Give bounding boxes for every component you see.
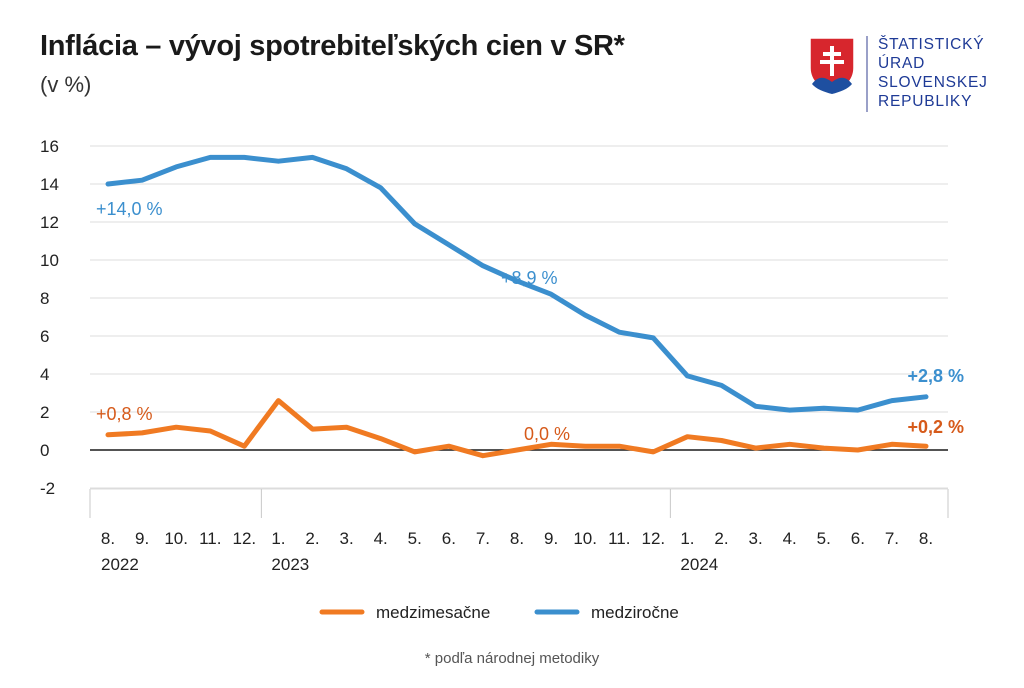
year-label: 2024	[680, 555, 718, 574]
logo-line-4: REPUBLIKY	[878, 93, 973, 110]
data-label: +2,8 %	[907, 366, 964, 386]
y-tick-label: 4	[40, 365, 49, 384]
x-tick-label: 6.	[851, 529, 865, 548]
x-tick-label: 12.	[233, 529, 257, 548]
x-tick-label: 3.	[748, 529, 762, 548]
x-tick-label: 2.	[714, 529, 728, 548]
x-tick-label: 9.	[544, 529, 558, 548]
x-tick-label: 8.	[919, 529, 933, 548]
series-line-annual	[105, 154, 929, 413]
x-tick-label: 10.	[164, 529, 188, 548]
y-tick-label: 0	[40, 441, 49, 460]
data-label: +8,9 %	[501, 268, 558, 288]
legend-label: medziročne	[591, 603, 679, 622]
y-tick-label: 10	[40, 251, 59, 270]
logo-line-1: ŠTATISTICKÝ	[878, 36, 985, 53]
x-tick-label: 6.	[442, 529, 456, 548]
chart-title: Inflácia – vývoj spotrebiteľských cien v…	[40, 30, 625, 62]
x-tick-label: 8.	[101, 529, 115, 548]
footnote: * podľa národnej metodiky	[424, 650, 600, 667]
x-tick-label: 12.	[642, 529, 666, 548]
y-tick-label: 14	[40, 175, 59, 194]
data-label: +0,2 %	[907, 417, 964, 437]
x-tick-label: 5.	[817, 529, 831, 548]
y-tick-label: 6	[40, 327, 49, 346]
x-tick-label: 8.	[510, 529, 524, 548]
x-tick-label: 1.	[680, 529, 694, 548]
x-tick-label: 9.	[135, 529, 149, 548]
y-tick-label: -2	[40, 479, 55, 498]
series-line-monthly	[105, 398, 929, 459]
x-tick-label: 4.	[783, 529, 797, 548]
x-tick-label: 1.	[271, 529, 285, 548]
x-tick-label: 3.	[339, 529, 353, 548]
statistical-office-logo[interactable]: ŠTATISTICKÝ ÚRAD SLOVENSKEJ REPUBLIKY	[808, 34, 1008, 116]
data-label: +14,0 %	[96, 199, 163, 219]
y-tick-label: 2	[40, 403, 49, 422]
data-label: 0,0 %	[524, 424, 570, 444]
x-tick-label: 5.	[408, 529, 422, 548]
logo-divider	[866, 36, 868, 112]
x-tick-label: 11.	[199, 529, 221, 548]
year-label: 2022	[101, 555, 139, 574]
x-tick-label: 10.	[573, 529, 597, 548]
x-tick-label: 11.	[608, 529, 630, 548]
chart-subtitle: (v %)	[40, 72, 92, 97]
x-tick-label: 7.	[476, 529, 490, 548]
logo-text: ŠTATISTICKÝ ÚRAD SLOVENSKEJ REPUBLIKY	[878, 35, 988, 111]
x-tick-label: 2.	[305, 529, 319, 548]
y-tick-label: 8	[40, 289, 49, 308]
y-tick-label: 16	[40, 137, 59, 156]
logo-line-3: SLOVENSKEJ	[878, 74, 988, 91]
data-label: +0,8 %	[96, 404, 153, 424]
x-tick-label: 7.	[885, 529, 899, 548]
x-tick-label: 4.	[374, 529, 388, 548]
y-tick-label: 12	[40, 213, 59, 232]
year-label: 2023	[271, 555, 309, 574]
slovak-coat-of-arms-icon	[809, 37, 855, 95]
legend-label: medzimesačne	[376, 603, 490, 622]
logo-line-2: ÚRAD	[878, 55, 926, 72]
